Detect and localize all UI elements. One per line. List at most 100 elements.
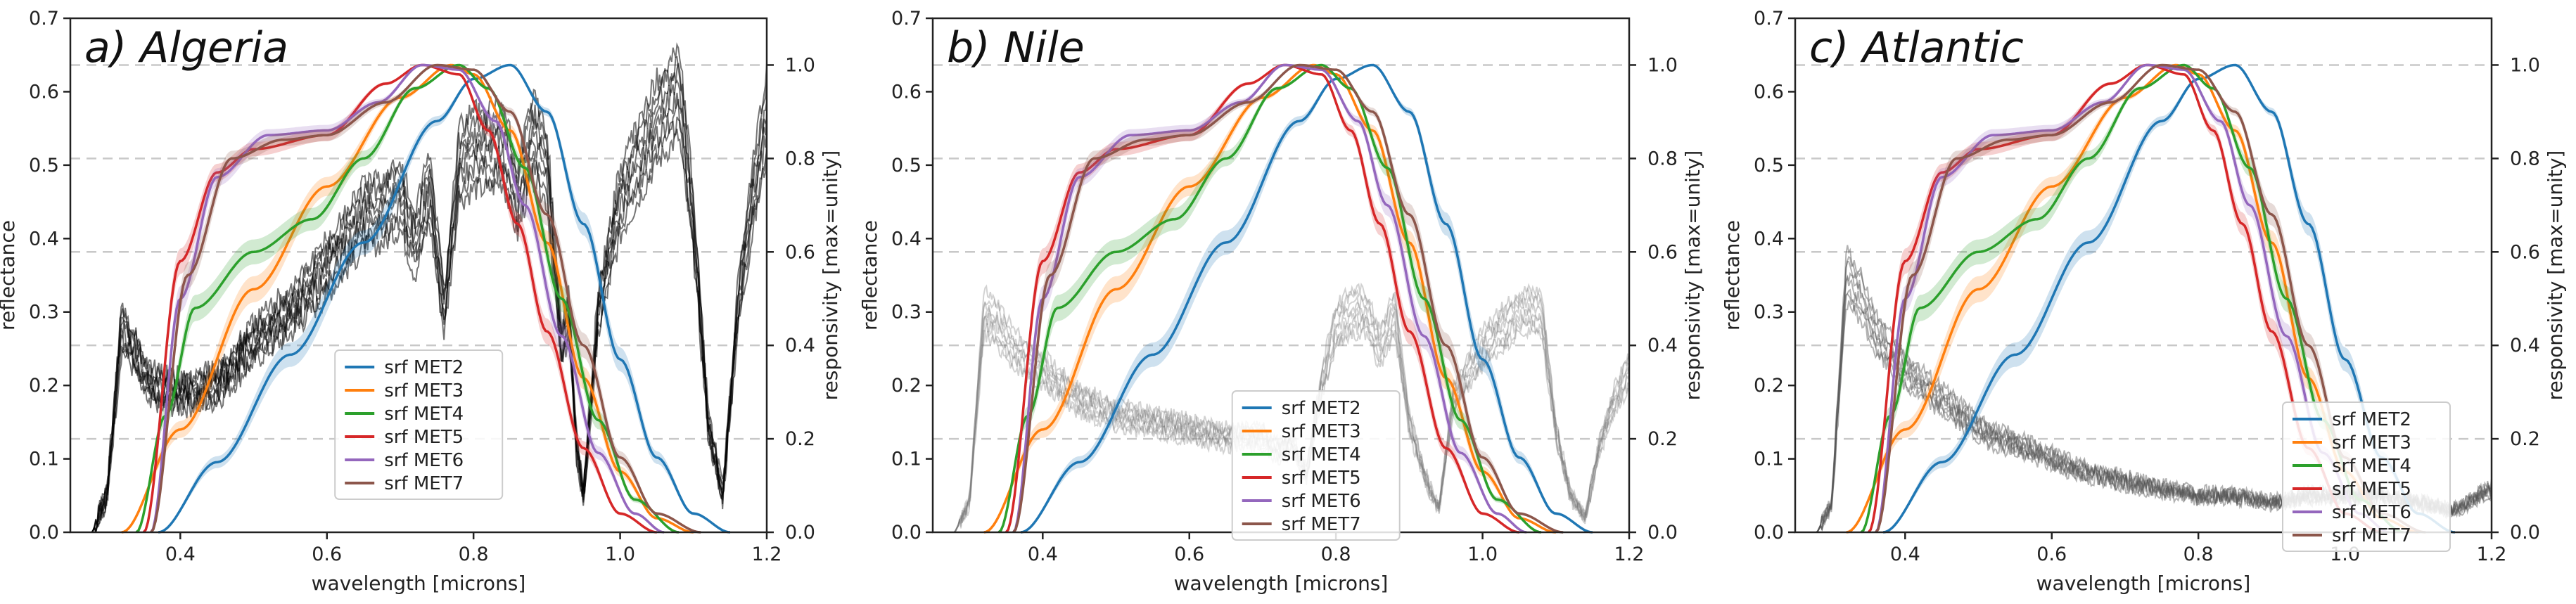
legend-entry: srf MET6 <box>384 450 464 471</box>
y2-tick-label: 0.4 <box>785 335 815 356</box>
x-tick-label: 1.0 <box>1467 544 1498 565</box>
y-axis-right: 0.0 0.2 0.4 0.6 0.8 1.0 <box>1629 54 1678 544</box>
series-line-srf-met3 <box>983 63 1556 534</box>
y-axis-label: reflectance <box>858 220 881 330</box>
y-tick-label: 0.7 <box>1754 8 1784 30</box>
y-axis-label: reflectance <box>1721 220 1744 330</box>
y-axis-left: 0.0 0.1 0.2 0.3 0.4 0.5 0.6 0.7 <box>29 8 70 544</box>
legend-entry: srf MET7 <box>2332 525 2411 546</box>
panel-title: c) Atlantic <box>1809 23 2024 72</box>
legend-entry: srf MET4 <box>1282 444 1361 465</box>
x-axis: 0.4 0.6 0.8 1.0 1.2 <box>1028 532 1645 565</box>
series-line-srf-met4 <box>1860 63 2404 534</box>
y-axis-right: 0.0 0.2 0.4 0.6 0.8 1.0 <box>2492 54 2540 544</box>
y-tick-label: 0.4 <box>29 228 59 250</box>
panel-atlantic: 0.4 0.6 0.8 1.0 1.20.00.10.20.30.40.50.60.70… <box>1721 8 2567 595</box>
y2-axis-label: responsivity [max=unity] <box>1681 150 1704 401</box>
x-tick-label: 0.8 <box>459 544 489 565</box>
y2-tick-label: 0.8 <box>785 148 815 169</box>
y-tick-label: 0.6 <box>891 81 922 103</box>
y2-tick-label: 0.8 <box>2510 148 2540 169</box>
series-line-srf-met4 <box>135 63 680 534</box>
y2-axis-label: responsivity [max=unity] <box>819 150 842 401</box>
series-line-srf-met5 <box>1005 63 1519 534</box>
x-tick-label: 1.0 <box>605 544 635 565</box>
legend-entry: srf MET3 <box>1282 421 1361 442</box>
legend-entry: srf MET7 <box>384 473 464 494</box>
y-tick-label: 0.5 <box>29 155 59 176</box>
y-tick-label: 0.4 <box>891 228 922 250</box>
legend-box <box>1231 390 1401 541</box>
x-tick-label: 0.4 <box>165 544 196 565</box>
srf-band-srf-met3 <box>121 65 694 532</box>
y-tick-label: 0.0 <box>891 522 922 544</box>
x-axis-label: wavelength [microns] <box>2036 572 2251 595</box>
legend-box <box>2282 401 2451 552</box>
measured-spectra <box>70 42 767 533</box>
legend-entry: srf MET5 <box>384 427 464 448</box>
y-axis-right: 0.0 0.2 0.4 0.6 0.8 1.0 <box>767 54 815 544</box>
legend-entry: srf MET5 <box>2332 479 2411 500</box>
legend-entry: srf MET7 <box>1282 514 1361 535</box>
y-tick-label: 0.3 <box>1754 302 1784 323</box>
panel-nile: 0.4 0.6 0.8 1.0 1.20.00.10.20.30.40.50.60.70… <box>858 8 1704 595</box>
y2-tick-label: 0.2 <box>785 428 815 450</box>
srf-curves <box>983 63 1593 534</box>
y-axis-left: 0.0 0.1 0.2 0.3 0.4 0.5 0.6 0.7 <box>1754 8 1795 544</box>
y-tick-label: 0.3 <box>29 302 59 323</box>
series-line-srf-met2 <box>158 63 731 534</box>
panel-title: b) Nile <box>947 23 1085 72</box>
y2-tick-label: 0.6 <box>785 241 815 263</box>
srf-band-srf-met3 <box>983 65 1556 532</box>
y2-tick-label: 0.0 <box>1647 522 1678 544</box>
x-axis: 0.4 0.6 0.8 1.0 1.2 <box>165 532 782 565</box>
spectrum-line <box>70 128 767 533</box>
legend-entry: srf MET2 <box>2332 409 2411 430</box>
legend-entry: srf MET6 <box>2332 502 2411 523</box>
series-line-srf-met6 <box>1012 63 1527 534</box>
legend-entry: srf MET3 <box>384 380 464 401</box>
legend-box <box>334 349 504 500</box>
legend-entry: srf MET3 <box>2332 432 2411 454</box>
y-tick-label: 0.7 <box>29 8 59 30</box>
series-line-srf-met5 <box>142 63 657 534</box>
y2-tick-label: 0.6 <box>1647 241 1678 263</box>
plot-frame <box>1794 17 2493 534</box>
x-axis-label: wavelength [microns] <box>1174 572 1389 595</box>
spectrum-line <box>70 42 767 533</box>
legend-entry: srf MET2 <box>384 357 464 378</box>
legend-entry: srf MET5 <box>1282 468 1361 489</box>
y2-tick-label: 0.2 <box>2510 428 2540 450</box>
legend-entry: srf MET6 <box>1282 491 1361 512</box>
x-axis-label: wavelength [microns] <box>312 572 526 595</box>
x-tick-label: 1.2 <box>752 544 782 565</box>
x-tick-label: 0.6 <box>312 544 342 565</box>
x-tick-label: 0.6 <box>1174 544 1204 565</box>
y-tick-label: 0.4 <box>1754 228 1784 250</box>
srf-curves <box>121 63 731 534</box>
x-tick-label: 1.2 <box>1614 544 1645 565</box>
y2-tick-label: 0.0 <box>785 522 815 544</box>
series-line-srf-met3 <box>121 63 694 534</box>
y2-tick-label: 1.0 <box>1647 54 1678 76</box>
legend-entry: srf MET4 <box>2332 456 2411 477</box>
y2-tick-label: 0.2 <box>1647 428 1678 450</box>
x-tick-label: 0.4 <box>1028 544 1058 565</box>
series-line-srf-met2 <box>1882 63 2456 534</box>
plot-frame <box>69 17 768 534</box>
y-tick-label: 0.2 <box>1754 375 1784 397</box>
y-tick-label: 0.7 <box>891 8 922 30</box>
y2-tick-label: 0.6 <box>2510 241 2540 263</box>
y-tick-label: 0.1 <box>29 449 59 470</box>
x-tick-label: 0.4 <box>1890 544 1920 565</box>
x-tick-label: 0.8 <box>2183 544 2214 565</box>
y-axis-label: reflectance <box>0 220 19 330</box>
panel-title: a) Algeria <box>84 23 288 72</box>
y-tick-label: 0.2 <box>891 375 922 397</box>
y-tick-label: 0.3 <box>891 302 922 323</box>
series-line-srf-met7 <box>1012 63 1564 534</box>
